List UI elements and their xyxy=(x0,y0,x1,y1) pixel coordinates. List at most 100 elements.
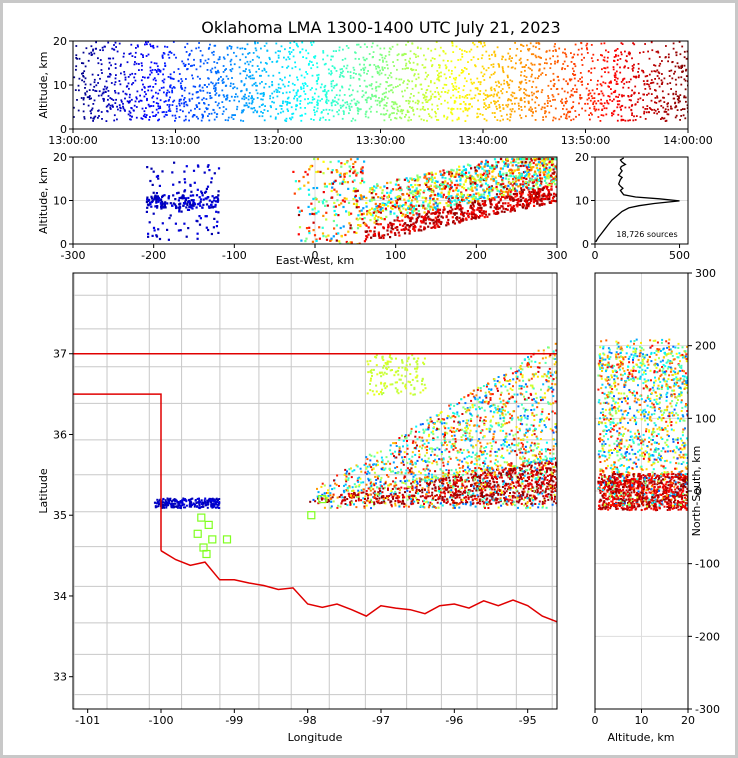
ew-source-point xyxy=(547,177,550,180)
ew-source-point xyxy=(412,190,415,193)
ta-source-point xyxy=(171,87,174,90)
ta-source-point xyxy=(250,97,253,100)
ta-source-point xyxy=(321,98,323,100)
ew-source-point xyxy=(388,199,391,202)
ew-source-point xyxy=(503,161,506,164)
ew-source-point xyxy=(455,179,458,182)
ew-source-point xyxy=(516,168,519,171)
ew-source-point xyxy=(359,171,363,174)
ta-source-point xyxy=(584,109,587,112)
ta-source-point xyxy=(630,99,632,102)
ew-source-point xyxy=(538,167,541,170)
ta-source-point xyxy=(508,119,511,122)
ew-source-point xyxy=(439,220,442,223)
ta-source-point xyxy=(132,82,135,84)
ta-source-point xyxy=(208,113,211,115)
ta-source-point xyxy=(624,65,626,68)
ta-source-point xyxy=(245,68,247,70)
ta-source-point xyxy=(138,69,140,71)
ta-source-point xyxy=(338,94,341,97)
ta-source-point xyxy=(167,99,170,102)
ta-source-point xyxy=(375,67,378,70)
ta-source-point xyxy=(408,60,410,63)
ew-source-point xyxy=(513,187,516,190)
ew-source-point xyxy=(541,157,544,161)
time-altitude-panel: 13:00:00 13:10:00 13:20:00 13:30:00 13:40:00… xyxy=(37,35,713,147)
ew-source-point xyxy=(339,242,342,244)
ta-source-point xyxy=(544,110,547,112)
ew-source-point xyxy=(490,198,493,201)
ew-source-point xyxy=(432,198,435,201)
ew-source-point xyxy=(343,200,346,203)
ta-source-point xyxy=(367,96,370,99)
ta-source-point xyxy=(628,53,631,56)
ew-source-point xyxy=(161,170,164,173)
ta-source-point xyxy=(82,74,84,77)
ew-source-point xyxy=(535,157,538,161)
ta-source-point xyxy=(332,79,334,82)
ta-source-point xyxy=(277,86,280,89)
ta-source-point xyxy=(618,100,621,102)
pv-source-point xyxy=(180,507,182,510)
ta-source-point xyxy=(310,67,313,70)
ta-source-point xyxy=(372,56,374,58)
ta-source-point xyxy=(286,97,289,100)
ew-source-point xyxy=(312,229,315,232)
ew-source-point xyxy=(515,192,519,195)
ta-source-point xyxy=(288,50,291,53)
ta-source-point xyxy=(487,67,490,69)
ta-source-point xyxy=(386,97,389,100)
ta-source-point xyxy=(375,86,377,88)
ew-source-point xyxy=(350,241,353,244)
ta-source-point xyxy=(251,97,254,99)
ew-source-point xyxy=(477,164,480,167)
ta-source-point xyxy=(114,90,116,92)
ta-source-point xyxy=(338,46,341,49)
ta-source-point xyxy=(586,47,588,49)
ta-source-point xyxy=(452,108,455,110)
ta-source-point xyxy=(352,117,354,120)
ta-source-point xyxy=(404,67,407,70)
ta-source-point xyxy=(310,61,313,63)
ta-source-point xyxy=(354,52,357,54)
ta-source-point xyxy=(503,82,506,85)
ew-source-point xyxy=(188,205,191,208)
ew-source-point xyxy=(486,184,489,187)
ew-source-point xyxy=(342,205,345,209)
ew-source-point xyxy=(417,178,420,181)
ew-source-point xyxy=(340,202,343,205)
ta-source-point xyxy=(477,81,480,83)
ew-source-point xyxy=(464,179,468,182)
ew-source-point xyxy=(204,197,207,200)
ta-source-point xyxy=(119,107,122,110)
ew-source-point xyxy=(521,157,524,161)
ta-source-point xyxy=(366,72,368,75)
ew-source-point xyxy=(344,233,347,237)
ta-source-point xyxy=(209,97,212,100)
ew-source-point xyxy=(418,195,421,198)
ew-source-point xyxy=(529,178,532,181)
ta-source-point xyxy=(547,97,550,99)
ta-source-point xyxy=(632,75,635,78)
ew-source-point xyxy=(428,222,432,225)
ew-source-point xyxy=(155,199,158,202)
ta-source-point xyxy=(155,113,158,116)
ew-source-point xyxy=(407,228,410,231)
ew-source-point xyxy=(501,167,504,170)
ew-source-point xyxy=(211,195,214,198)
ta-source-point xyxy=(612,110,615,113)
ew-source-point xyxy=(505,164,508,167)
ew-source-point xyxy=(176,192,179,195)
ta-source-point xyxy=(124,78,127,81)
ew-axis-tick-label: -300 xyxy=(61,249,86,262)
ew-source-point xyxy=(501,178,504,181)
ta-source-point xyxy=(313,109,315,111)
ta-source-point xyxy=(388,74,391,77)
ew-source-point xyxy=(422,206,425,209)
ta-source-point xyxy=(396,112,398,115)
ew-source-point xyxy=(400,228,403,231)
ew-source-point xyxy=(458,208,461,211)
ew-source-point xyxy=(347,201,351,204)
ta-source-point xyxy=(527,102,530,105)
ta-source-point xyxy=(514,67,517,70)
